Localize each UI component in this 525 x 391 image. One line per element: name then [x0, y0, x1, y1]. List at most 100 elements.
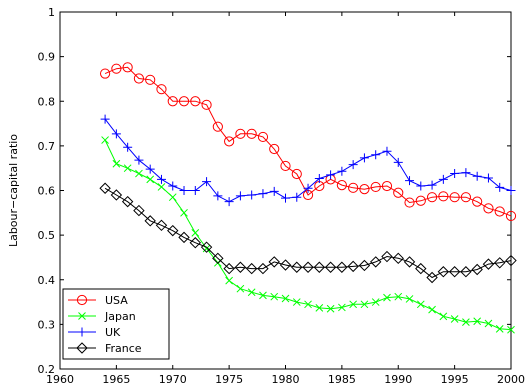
data-point-france	[110, 189, 123, 201]
data-point-japan	[473, 317, 482, 326]
legend-marker-france	[76, 342, 88, 354]
data-point-japan	[225, 276, 233, 285]
data-point-uk	[472, 171, 482, 181]
data-point-usa	[415, 195, 426, 206]
x-tick-label: 1980	[272, 373, 300, 386]
legend: USA Japan UK France	[62, 288, 170, 360]
data-point-japan	[383, 293, 391, 302]
data-point-france	[189, 237, 202, 249]
data-point-japan	[360, 300, 369, 309]
legend-item-usa: USA	[68, 294, 128, 307]
data-point-japan	[247, 288, 256, 297]
data-point-usa	[291, 168, 302, 180]
data-point-usa	[393, 187, 404, 198]
data-point-usa	[494, 206, 505, 217]
data-point-japan	[315, 304, 324, 312]
data-point-usa	[348, 182, 359, 193]
data-point-japan	[405, 295, 414, 303]
data-point-japan	[270, 292, 279, 301]
y-tick-label: 0.3	[38, 318, 56, 331]
data-point-uk	[393, 157, 403, 167]
data-point-uk	[156, 174, 166, 184]
data-point-uk	[258, 189, 268, 199]
series-line-usa	[104, 66, 512, 217]
data-point-uk	[168, 181, 178, 191]
data-point-usa	[156, 84, 167, 95]
data-point-japan	[281, 294, 290, 303]
data-point-usa	[449, 192, 460, 203]
data-point-france	[245, 262, 258, 275]
data-point-japan	[484, 319, 493, 328]
data-point-japan	[338, 303, 346, 312]
data-point-usa	[404, 197, 415, 208]
data-point-uk	[348, 160, 358, 170]
legend-item-uk: UK	[68, 326, 121, 339]
data-point-france	[133, 204, 145, 217]
data-point-uk	[326, 170, 336, 180]
data-point-japan	[428, 305, 436, 314]
data-point-france	[403, 256, 416, 268]
data-point-uk	[303, 183, 313, 193]
data-point-usa	[122, 62, 133, 73]
data-point-japan	[292, 298, 301, 306]
y-tick-label: 0.9	[38, 51, 56, 64]
data-point-uk	[461, 168, 471, 178]
data-point-japan	[180, 208, 188, 217]
data-point-uk	[438, 174, 448, 184]
legend-item-japan: Japan	[68, 310, 136, 323]
legend-box	[62, 288, 170, 360]
data-point-france	[369, 256, 382, 268]
legend-marker-uk	[77, 327, 87, 337]
data-point-france	[347, 260, 359, 273]
data-point-uk	[179, 186, 189, 195]
data-point-uk	[213, 191, 223, 201]
data-point-france	[200, 241, 213, 253]
legend-marker-usa	[76, 294, 88, 306]
series-line-france	[104, 187, 512, 279]
data-point-japan	[112, 159, 121, 168]
data-point-france	[279, 259, 292, 271]
data-point-france	[121, 195, 134, 208]
data-point-usa	[178, 96, 190, 107]
data-point-france	[178, 231, 190, 244]
data-point-france	[155, 219, 168, 232]
x-tick-label: 1985	[328, 373, 356, 386]
data-point-france	[471, 263, 483, 276]
x-tick-label: 2000	[497, 373, 525, 386]
data-point-france	[415, 262, 427, 275]
series-france	[99, 182, 517, 284]
data-point-japan	[101, 136, 109, 144]
data-point-france	[313, 261, 326, 273]
data-point-uk	[145, 164, 155, 174]
data-point-usa	[201, 99, 212, 110]
legend-item-france: France	[68, 342, 142, 355]
data-point-uk	[382, 146, 392, 156]
data-point-japan	[326, 304, 335, 313]
data-point-japan	[304, 300, 312, 309]
data-point-uk	[450, 169, 460, 179]
data-point-japan	[416, 300, 425, 309]
legend-label-japan: Japan	[104, 310, 136, 323]
x-tick-label: 1960	[46, 373, 74, 386]
data-point-uk	[100, 114, 110, 124]
data-point-uk	[134, 155, 144, 165]
axis-tick-labels: 1960 1965 1970 1975 1980 1985 1990 1995 2000 0.2 0…	[38, 6, 525, 386]
y-tick-label: 0.7	[38, 140, 56, 153]
data-point-usa	[257, 131, 269, 143]
data-point-france	[505, 254, 517, 267]
data-point-france	[302, 261, 314, 273]
data-point-japan	[123, 164, 132, 173]
data-point-uk	[247, 190, 257, 200]
data-point-france	[212, 252, 224, 265]
data-point-usa	[133, 73, 145, 84]
data-point-japan	[439, 312, 448, 321]
data-point-france	[482, 258, 495, 270]
data-point-usa	[483, 203, 494, 214]
data-point-uk	[416, 181, 426, 191]
y-tick-label: 0.6	[38, 185, 56, 198]
data-point-usa	[235, 128, 246, 139]
data-point-france	[358, 259, 371, 272]
y-tick-label: 0.5	[38, 229, 56, 242]
data-point-uk	[359, 153, 369, 163]
